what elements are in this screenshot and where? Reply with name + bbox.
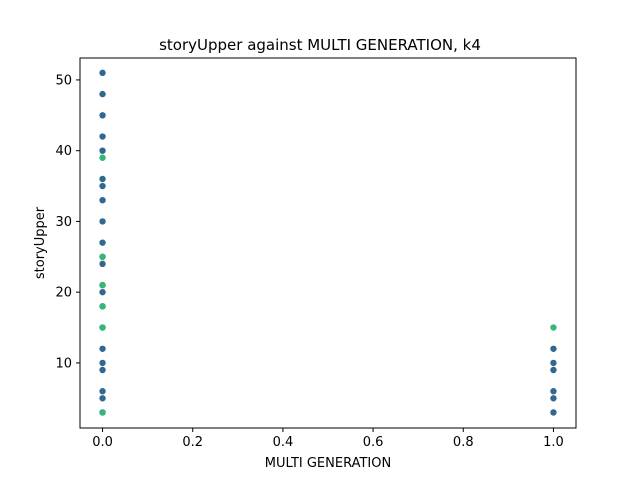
data-point [99,147,106,154]
x-tick-label: 0.4 [273,435,294,450]
data-point [99,288,106,296]
data-point [99,388,106,395]
data-point [550,324,557,331]
data-point [550,388,557,395]
x-tick-label: 0.6 [363,435,384,450]
data-point [550,395,557,402]
data-point [99,154,106,161]
x-tick-label: 1.0 [543,435,564,450]
data-point [99,182,106,190]
x-tick-label: 0.0 [92,435,113,450]
data-point [550,366,557,374]
data-point [550,345,557,352]
y-tick-label: 40 [55,144,72,159]
data-point [99,112,106,119]
data-point [99,345,106,352]
data-point [99,366,106,374]
data-point [99,359,106,367]
x-axis: 0.0 0.2 0.4 0.6 0.8 1.0 [92,428,564,450]
data-point [99,324,106,331]
data-point [99,303,106,310]
data-point [99,90,106,98]
x-axis-label: MULTI GENERATION [265,456,391,471]
data-point [99,281,106,289]
data-point [99,260,106,268]
data-point [99,253,106,260]
y-tick-label: 30 [55,215,72,230]
y-tick-label: 10 [55,356,72,371]
data-point [99,218,106,225]
data-points [99,69,557,416]
y-axis: 10 20 30 40 50 [55,73,80,371]
data-point [99,409,106,416]
data-point [99,395,106,402]
data-point [99,133,106,140]
plot-area-frame [79,57,577,429]
data-point [99,69,106,77]
chart-title: storyUpper against MULTI GENERATION, k4 [159,36,481,54]
y-axis-label: storyUpper [33,206,48,279]
y-tick-label: 50 [55,73,72,88]
data-point [550,359,557,367]
data-point [99,175,106,183]
data-point [99,239,106,246]
data-point [550,409,557,416]
x-tick-label: 0.8 [453,435,474,450]
y-tick-label: 20 [55,286,72,301]
x-tick-label: 0.2 [182,435,203,450]
data-point [99,196,106,204]
